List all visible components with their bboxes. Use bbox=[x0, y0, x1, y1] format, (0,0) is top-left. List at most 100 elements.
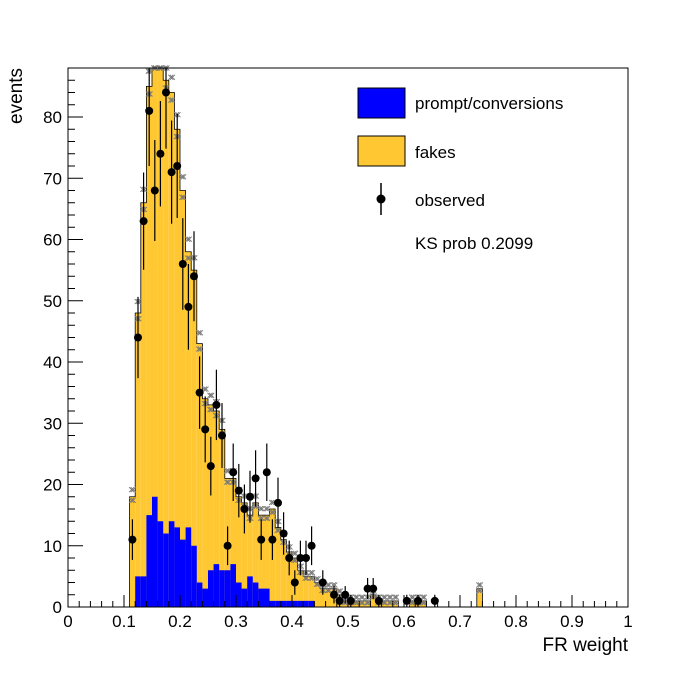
uncertainty-mark bbox=[184, 236, 191, 242]
uncertainty-mark bbox=[386, 599, 393, 606]
fakes-bar bbox=[208, 404, 214, 607]
uncertainty-mark bbox=[287, 544, 293, 550]
uncertainty-mark bbox=[212, 412, 219, 419]
prompt-bar bbox=[152, 496, 158, 607]
legend: prompt/conversions fakes observed KS pro… bbox=[357, 87, 563, 253]
uncertainty-mark bbox=[421, 594, 428, 601]
legend-swatch-fakes bbox=[357, 135, 406, 167]
uncertainty-mark bbox=[130, 486, 137, 493]
uncertainty-mark bbox=[268, 509, 275, 516]
fakes-bar bbox=[325, 588, 332, 607]
legend-label-fakes: fakes bbox=[415, 143, 456, 162]
observed-point bbox=[145, 106, 154, 115]
uncertainty-mark bbox=[147, 91, 153, 97]
uncertainty-mark bbox=[208, 392, 215, 399]
observed-point bbox=[240, 505, 249, 513]
uncertainty-mark bbox=[274, 527, 281, 534]
uncertainty-mark bbox=[246, 515, 253, 522]
uncertainty-mark bbox=[270, 509, 277, 516]
fakes-bar bbox=[213, 411, 220, 607]
uncertainty-mark bbox=[208, 406, 215, 413]
fakes-bar bbox=[152, 68, 158, 607]
x-tick-label: 0.3 bbox=[224, 612, 248, 631]
legend-marker-observed bbox=[376, 194, 386, 204]
fakes-bar bbox=[196, 343, 203, 607]
uncertainty-mark bbox=[393, 594, 400, 601]
fakes-bar bbox=[241, 502, 248, 607]
uncertainty-mark bbox=[214, 412, 221, 419]
uncertainty-mark bbox=[309, 569, 316, 576]
observed-point bbox=[290, 578, 299, 587]
uncertainty-mark bbox=[359, 594, 366, 601]
fakes-bar bbox=[286, 551, 292, 607]
uncertainty-mark bbox=[218, 417, 225, 424]
uncertainty-mark bbox=[275, 518, 282, 525]
observed-point bbox=[246, 492, 254, 501]
uncertainty-mark bbox=[235, 497, 241, 504]
observed-point bbox=[346, 596, 355, 605]
uncertainty-mark bbox=[147, 68, 153, 74]
uncertainty-mark bbox=[475, 587, 482, 594]
uncertainty-mark bbox=[326, 587, 333, 594]
uncertainty-mark bbox=[184, 255, 191, 261]
uncertainty-mark bbox=[302, 575, 309, 582]
uncertainty-mark bbox=[393, 599, 400, 606]
prompt-bar bbox=[219, 570, 225, 607]
x-tick-label: 0.2 bbox=[168, 612, 192, 631]
uncertainty-mark bbox=[285, 544, 292, 550]
fakes-bar bbox=[297, 570, 304, 607]
uncertainty-mark bbox=[307, 569, 314, 576]
uncertainty-mark bbox=[190, 255, 197, 261]
prompt-bar bbox=[230, 564, 236, 607]
legend-label-observed: observed bbox=[415, 191, 485, 210]
observed-point bbox=[257, 535, 266, 544]
fakes-bar bbox=[258, 515, 264, 607]
uncertainty-mark bbox=[391, 594, 398, 601]
uncertainty-mark bbox=[330, 582, 337, 588]
uncertainty-mark bbox=[382, 599, 389, 606]
uncertainty-mark bbox=[197, 329, 204, 336]
fakes-bar bbox=[140, 202, 147, 607]
prompt-bar bbox=[286, 600, 292, 607]
observed-point bbox=[251, 474, 260, 483]
uncertainty-mark bbox=[259, 505, 265, 512]
y-tick-label: 0 bbox=[53, 598, 62, 617]
legend-label-prompt: prompt/conversions bbox=[415, 94, 563, 113]
x-tick-label: 0.6 bbox=[392, 612, 416, 631]
uncertainty-mark bbox=[191, 255, 198, 261]
uncertainty-mark bbox=[128, 497, 135, 504]
x-tick-label: 1 bbox=[623, 612, 632, 631]
uncertainty-mark bbox=[223, 479, 230, 485]
observed-point bbox=[167, 168, 176, 177]
fakes-bar bbox=[303, 576, 309, 607]
uncertainty-mark bbox=[268, 499, 275, 506]
uncertainty-mark bbox=[281, 539, 288, 546]
uncertainty-mark bbox=[169, 97, 176, 103]
uncertainty-mark bbox=[253, 493, 260, 499]
prompt-bar bbox=[196, 582, 203, 607]
observed-point bbox=[335, 596, 344, 605]
x-tick-label: 0.1 bbox=[112, 612, 136, 631]
prompt-bar bbox=[241, 588, 248, 607]
prompt-bar bbox=[264, 588, 270, 607]
legend-swatch-prompt bbox=[357, 87, 406, 119]
prompt-bar bbox=[213, 564, 220, 607]
uncertainty-mark bbox=[257, 505, 264, 512]
y-tick-label: 30 bbox=[43, 414, 62, 433]
fakes-bar bbox=[135, 313, 141, 607]
uncertainty-mark bbox=[180, 174, 187, 180]
fakes-bar bbox=[308, 576, 315, 607]
uncertainty-mark bbox=[130, 497, 137, 504]
uncertainty-mark bbox=[326, 582, 333, 588]
uncertainty-mark bbox=[302, 569, 309, 576]
uncertainty-mark bbox=[369, 593, 376, 600]
fakes-bar bbox=[314, 582, 320, 607]
observed-point bbox=[268, 535, 277, 544]
observed-point bbox=[262, 468, 271, 477]
uncertainty-mark bbox=[203, 400, 209, 407]
uncertainty-mark bbox=[331, 582, 338, 588]
uncertainty-mark bbox=[134, 298, 141, 305]
observed-point bbox=[369, 584, 378, 593]
uncertainty-mark bbox=[179, 194, 185, 201]
uncertainty-mark bbox=[179, 174, 185, 180]
